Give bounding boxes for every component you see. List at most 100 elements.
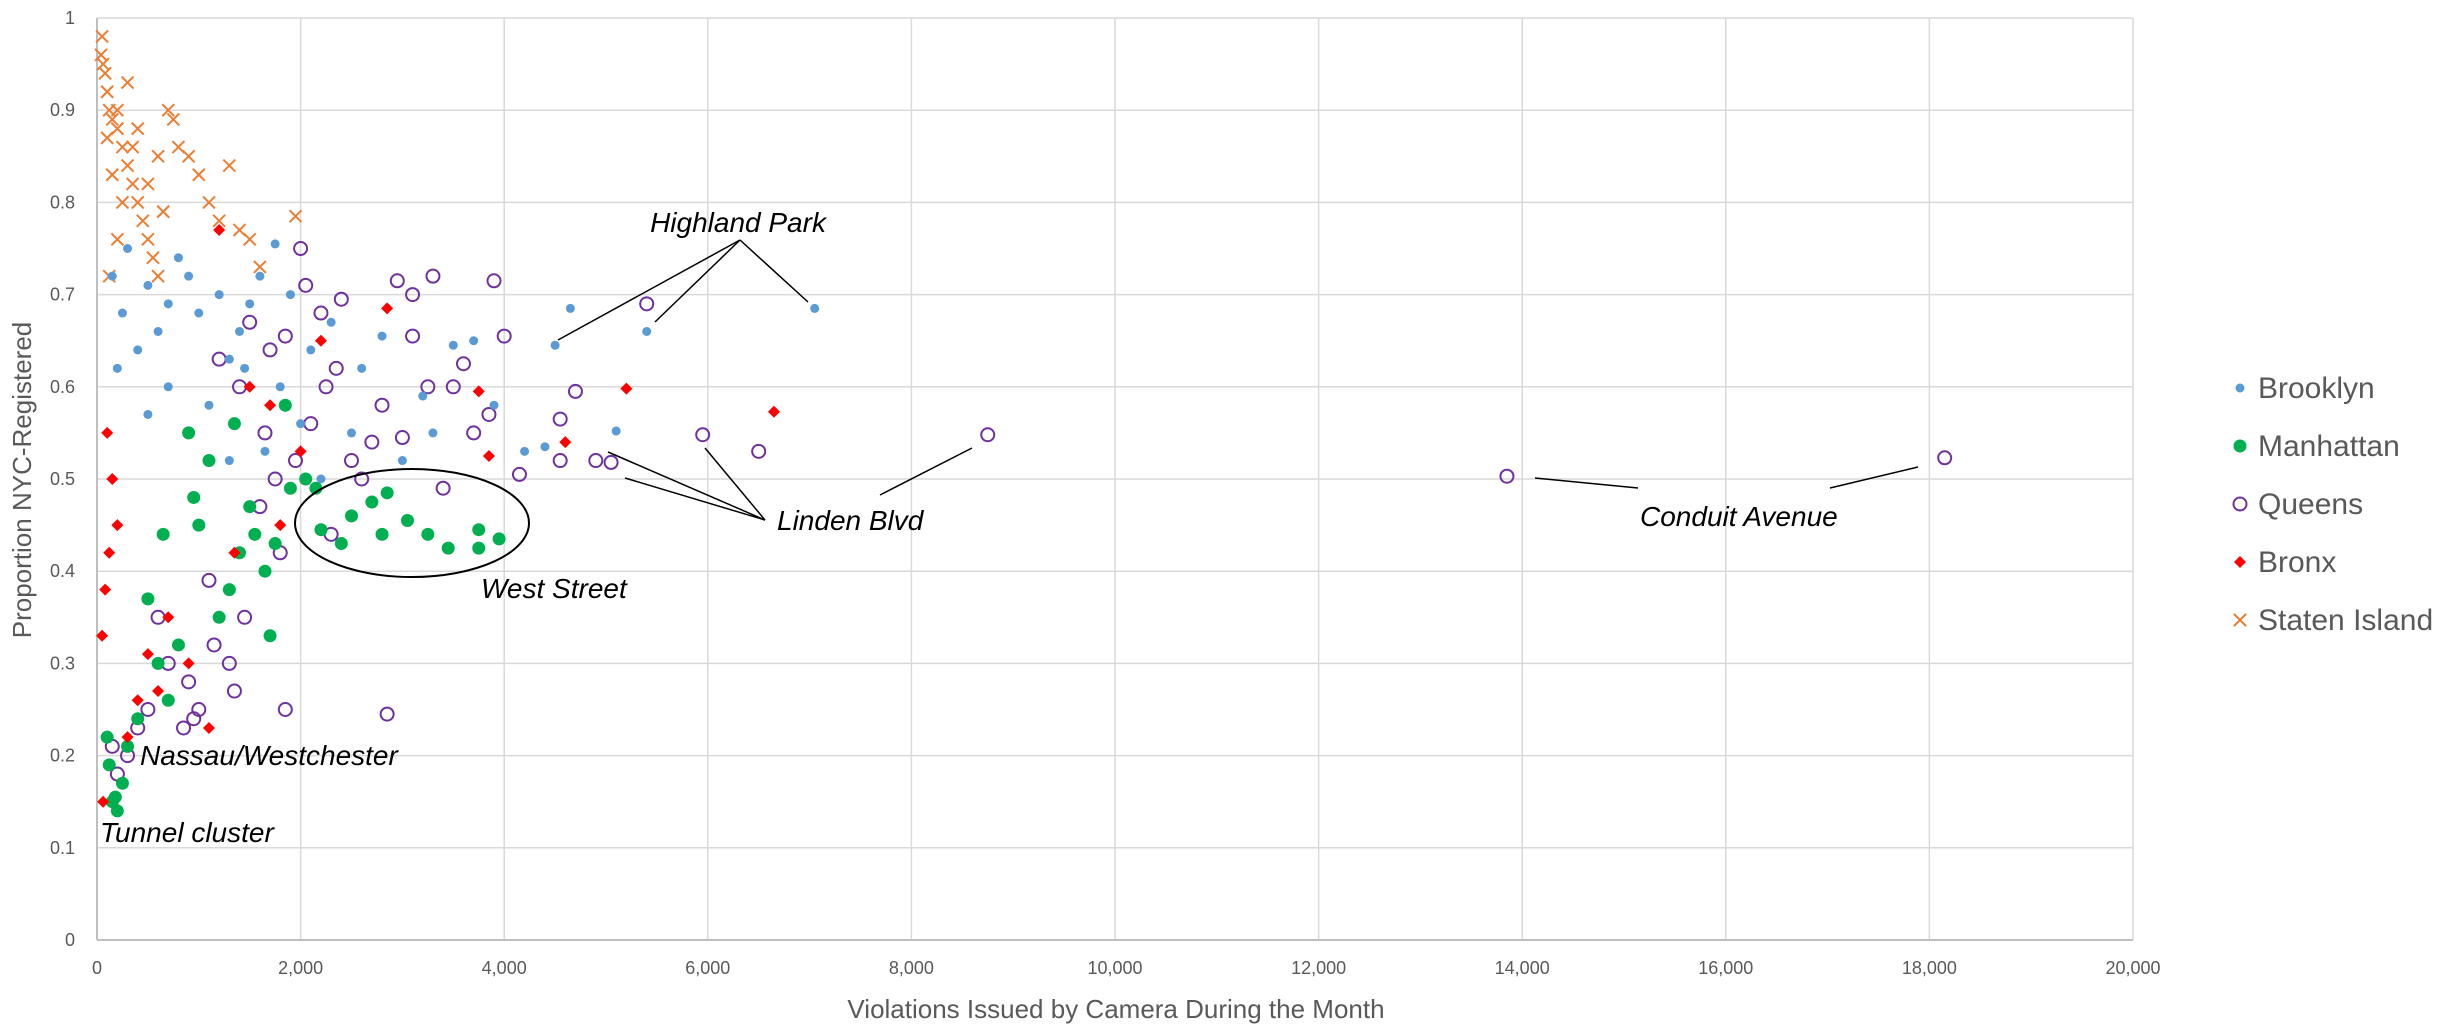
point-queens — [201, 572, 217, 588]
point-queens — [257, 425, 273, 441]
point-manhattan — [375, 527, 389, 541]
point-staten-island — [110, 103, 125, 117]
y-tick-label: 0.5 — [50, 469, 75, 489]
point-manhattan — [115, 776, 129, 790]
point-bronx — [96, 629, 109, 642]
point-queens — [552, 411, 568, 427]
annotation-label: Conduit Avenue — [1640, 501, 1838, 532]
y-tick-label: 0.2 — [50, 746, 75, 766]
point-brooklyn — [520, 446, 530, 456]
point-bronx — [121, 731, 134, 744]
y-tick-label: 0.4 — [50, 561, 75, 581]
point-staten-island — [98, 66, 112, 81]
point-staten-island — [120, 75, 135, 90]
point-bronx — [99, 583, 112, 596]
point-brooklyn — [255, 271, 265, 281]
point-brooklyn — [260, 446, 270, 456]
point-bronx — [131, 694, 144, 707]
point-brooklyn — [112, 363, 122, 373]
point-bronx — [381, 302, 394, 315]
point-brooklyn — [123, 244, 133, 253]
point-brooklyn — [296, 419, 306, 429]
point-queens — [379, 706, 395, 722]
point-bronx — [97, 795, 110, 808]
y-tick-label: 0 — [65, 930, 75, 950]
legend-marker — [2233, 613, 2247, 627]
point-manhattan — [400, 513, 414, 527]
point-brooklyn — [418, 391, 428, 401]
point-queens — [751, 443, 767, 459]
y-tick-label: 0.3 — [50, 653, 75, 673]
point-brooklyn — [326, 317, 336, 327]
point-brooklyn — [143, 409, 153, 419]
point-staten-island — [146, 251, 160, 265]
x-tick-label: 10,000 — [1087, 958, 1142, 978]
point-bronx — [202, 721, 215, 734]
point-manhattan — [161, 693, 175, 707]
point-brooklyn — [377, 331, 387, 341]
point-brooklyn — [428, 428, 438, 438]
point-queens — [588, 453, 604, 469]
point-queens — [344, 453, 359, 469]
point-brooklyn — [306, 345, 316, 355]
point-queens — [980, 427, 996, 443]
point-bronx — [111, 519, 124, 532]
y-tick-label: 0.9 — [50, 100, 75, 120]
point-queens — [221, 655, 237, 671]
point-queens — [288, 453, 304, 469]
point-queens — [211, 351, 227, 367]
legend: Brooklyn Manhattan Queens Bronx Staten Islan… — [2232, 372, 2433, 637]
annotation-label: Highland Park — [650, 207, 828, 238]
gridlines — [96, 17, 2134, 941]
point-queens — [552, 453, 568, 469]
point-brooklyn — [469, 336, 479, 346]
point-brooklyn — [204, 400, 214, 410]
point-staten-island — [253, 260, 267, 274]
point-queens — [455, 356, 471, 372]
point-manhattan — [278, 398, 292, 412]
annotation-connector — [739, 239, 809, 303]
point-brooklyn — [153, 326, 163, 336]
point-manhattan — [171, 638, 185, 652]
point-staten-island — [161, 103, 175, 117]
point-staten-island — [141, 232, 155, 246]
y-tick-label: 1 — [65, 8, 75, 28]
point-bronx — [152, 685, 165, 698]
point-queens — [695, 427, 711, 443]
point-manhattan — [212, 610, 226, 624]
point-brooklyn — [397, 456, 407, 466]
x-tick-label: 4,000 — [482, 958, 527, 978]
point-queens — [298, 277, 314, 293]
axes: 0 2,000 4,000 6,000 8,000 10,000 12,000 14,000 1… — [50, 8, 2161, 978]
point-queens — [267, 471, 283, 487]
point-brooklyn — [270, 239, 280, 249]
legend-label: Bronx — [2258, 546, 2336, 579]
x-axis-title: Violations Issued by Camera During the M… — [847, 994, 1384, 1024]
point-queens — [511, 466, 527, 482]
point-brooklyn — [163, 299, 173, 309]
point-manhattan — [187, 490, 201, 504]
point-manhattan — [151, 656, 165, 670]
point-manhattan — [121, 739, 135, 753]
point-queens — [242, 314, 258, 330]
point-manhattan — [283, 481, 297, 495]
point-manhattan — [192, 518, 206, 532]
point-queens — [603, 454, 619, 470]
y-tick-label: 0.6 — [50, 377, 75, 397]
point-queens — [303, 416, 319, 432]
point-bronx — [106, 473, 119, 485]
data-points — [94, 29, 1953, 818]
point-queens — [420, 379, 436, 395]
point-brooklyn — [224, 354, 234, 364]
point-queens — [140, 702, 156, 717]
point-manhattan — [380, 486, 394, 500]
x-tick-label: 2,000 — [278, 958, 323, 978]
legend-marker — [2233, 439, 2247, 453]
point-brooklyn — [117, 308, 127, 318]
point-queens — [445, 379, 461, 395]
point-queens — [405, 328, 421, 344]
point-queens — [354, 471, 370, 487]
point-brooklyn — [316, 474, 326, 484]
point-manhattan — [222, 583, 236, 597]
